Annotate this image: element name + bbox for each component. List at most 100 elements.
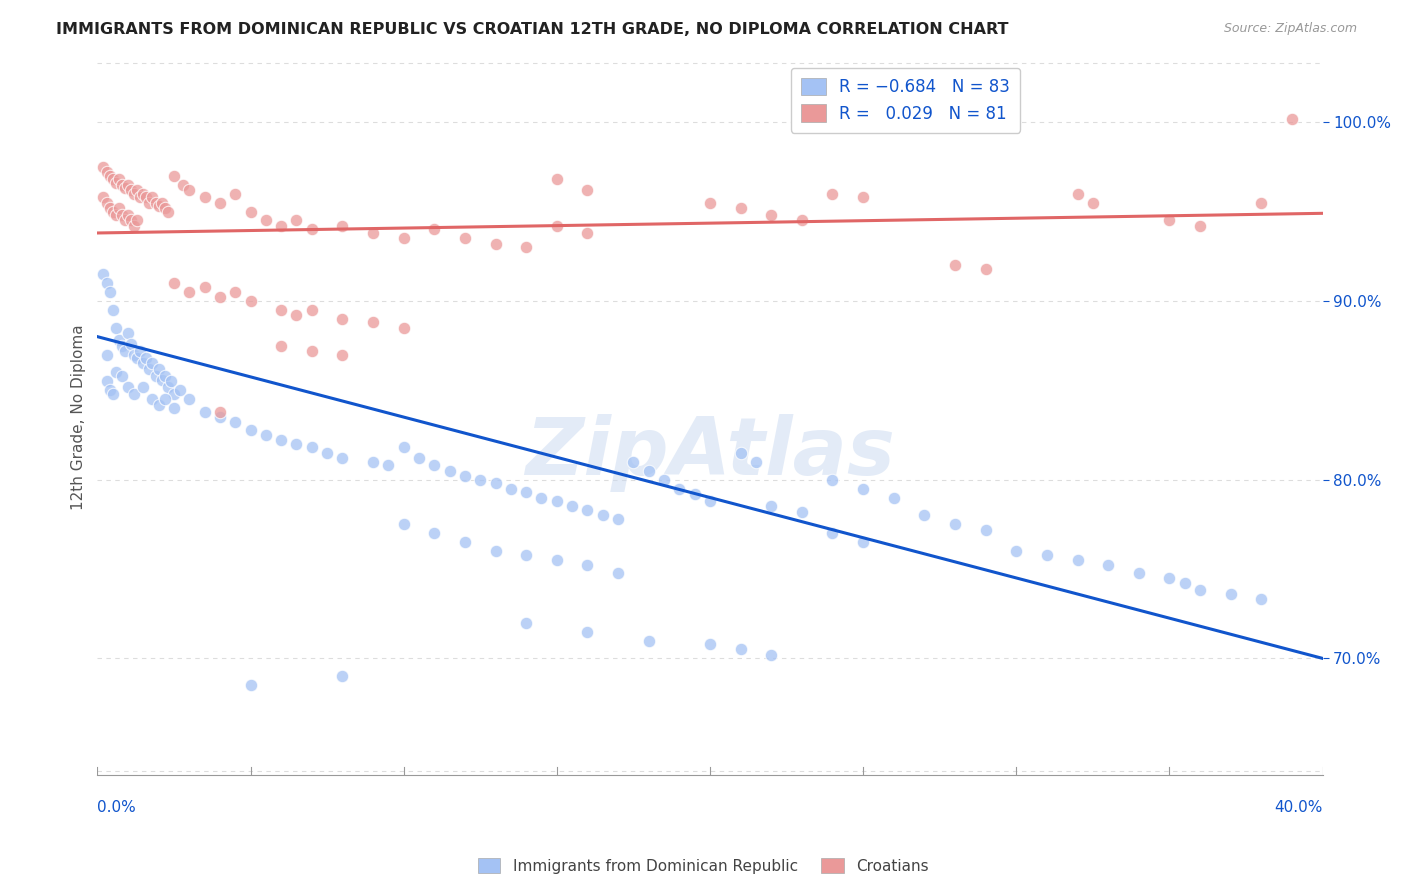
- Point: [423, 222, 446, 236]
- Point: [974, 523, 997, 537]
- Point: [239, 678, 262, 692]
- Point: [163, 276, 186, 290]
- Point: [332, 669, 354, 683]
- Point: [943, 258, 966, 272]
- Point: [122, 347, 145, 361]
- Point: [668, 482, 690, 496]
- Point: [98, 384, 121, 398]
- Point: [208, 410, 231, 425]
- Point: [1036, 548, 1059, 562]
- Point: [912, 508, 935, 523]
- Point: [122, 387, 145, 401]
- Point: [285, 308, 308, 322]
- Point: [93, 190, 115, 204]
- Point: [515, 615, 537, 630]
- Point: [153, 201, 176, 215]
- Point: [120, 213, 142, 227]
- Point: [1250, 195, 1272, 210]
- Point: [111, 368, 134, 383]
- Point: [423, 458, 446, 473]
- Point: [546, 219, 568, 233]
- Point: [101, 302, 124, 317]
- Point: [111, 178, 134, 192]
- Point: [208, 405, 231, 419]
- Point: [423, 526, 446, 541]
- Point: [576, 226, 599, 240]
- Text: 40.0%: 40.0%: [1274, 799, 1323, 814]
- Point: [270, 219, 292, 233]
- Point: [135, 190, 157, 204]
- Point: [439, 464, 461, 478]
- Text: Source: ZipAtlas.com: Source: ZipAtlas.com: [1223, 22, 1357, 36]
- Point: [637, 464, 659, 478]
- Point: [546, 553, 568, 567]
- Point: [96, 347, 118, 361]
- Point: [683, 487, 706, 501]
- Point: [98, 201, 121, 215]
- Point: [163, 387, 186, 401]
- Point: [270, 338, 292, 352]
- Point: [699, 494, 721, 508]
- Point: [111, 338, 134, 352]
- Point: [515, 548, 537, 562]
- Point: [148, 199, 170, 213]
- Point: [132, 186, 155, 201]
- Point: [122, 186, 145, 201]
- Point: [1174, 576, 1197, 591]
- Text: 0.0%: 0.0%: [97, 799, 136, 814]
- Point: [377, 458, 399, 473]
- Point: [1250, 592, 1272, 607]
- Point: [254, 428, 277, 442]
- Point: [224, 416, 246, 430]
- Point: [132, 356, 155, 370]
- Point: [96, 195, 118, 210]
- Point: [120, 183, 142, 197]
- Point: [607, 512, 630, 526]
- Point: [156, 204, 179, 219]
- Point: [117, 326, 139, 340]
- Point: [169, 384, 191, 398]
- Point: [821, 526, 844, 541]
- Point: [974, 261, 997, 276]
- Point: [114, 213, 136, 227]
- Point: [117, 380, 139, 394]
- Point: [122, 219, 145, 233]
- Legend: R = −0.684   N = 83, R =   0.029   N = 81: R = −0.684 N = 83, R = 0.029 N = 81: [792, 68, 1021, 133]
- Point: [270, 434, 292, 448]
- Point: [761, 500, 783, 514]
- Point: [607, 566, 630, 580]
- Point: [699, 195, 721, 210]
- Point: [114, 343, 136, 358]
- Point: [361, 315, 384, 329]
- Point: [150, 195, 173, 210]
- Point: [117, 178, 139, 192]
- Point: [179, 285, 201, 299]
- Point: [132, 380, 155, 394]
- Point: [141, 392, 163, 407]
- Point: [93, 160, 115, 174]
- Point: [392, 320, 415, 334]
- Point: [1219, 587, 1241, 601]
- Point: [546, 494, 568, 508]
- Point: [224, 285, 246, 299]
- Point: [392, 441, 415, 455]
- Point: [172, 178, 194, 192]
- Point: [150, 372, 173, 386]
- Point: [745, 455, 768, 469]
- Point: [285, 213, 308, 227]
- Point: [127, 213, 149, 227]
- Point: [138, 361, 160, 376]
- Point: [484, 476, 506, 491]
- Point: [129, 190, 152, 204]
- Point: [484, 544, 506, 558]
- Point: [332, 451, 354, 466]
- Point: [301, 302, 323, 317]
- Point: [107, 333, 129, 347]
- Point: [156, 380, 179, 394]
- Point: [821, 473, 844, 487]
- Point: [148, 361, 170, 376]
- Point: [637, 633, 659, 648]
- Point: [193, 405, 215, 419]
- Point: [285, 437, 308, 451]
- Point: [1066, 186, 1088, 201]
